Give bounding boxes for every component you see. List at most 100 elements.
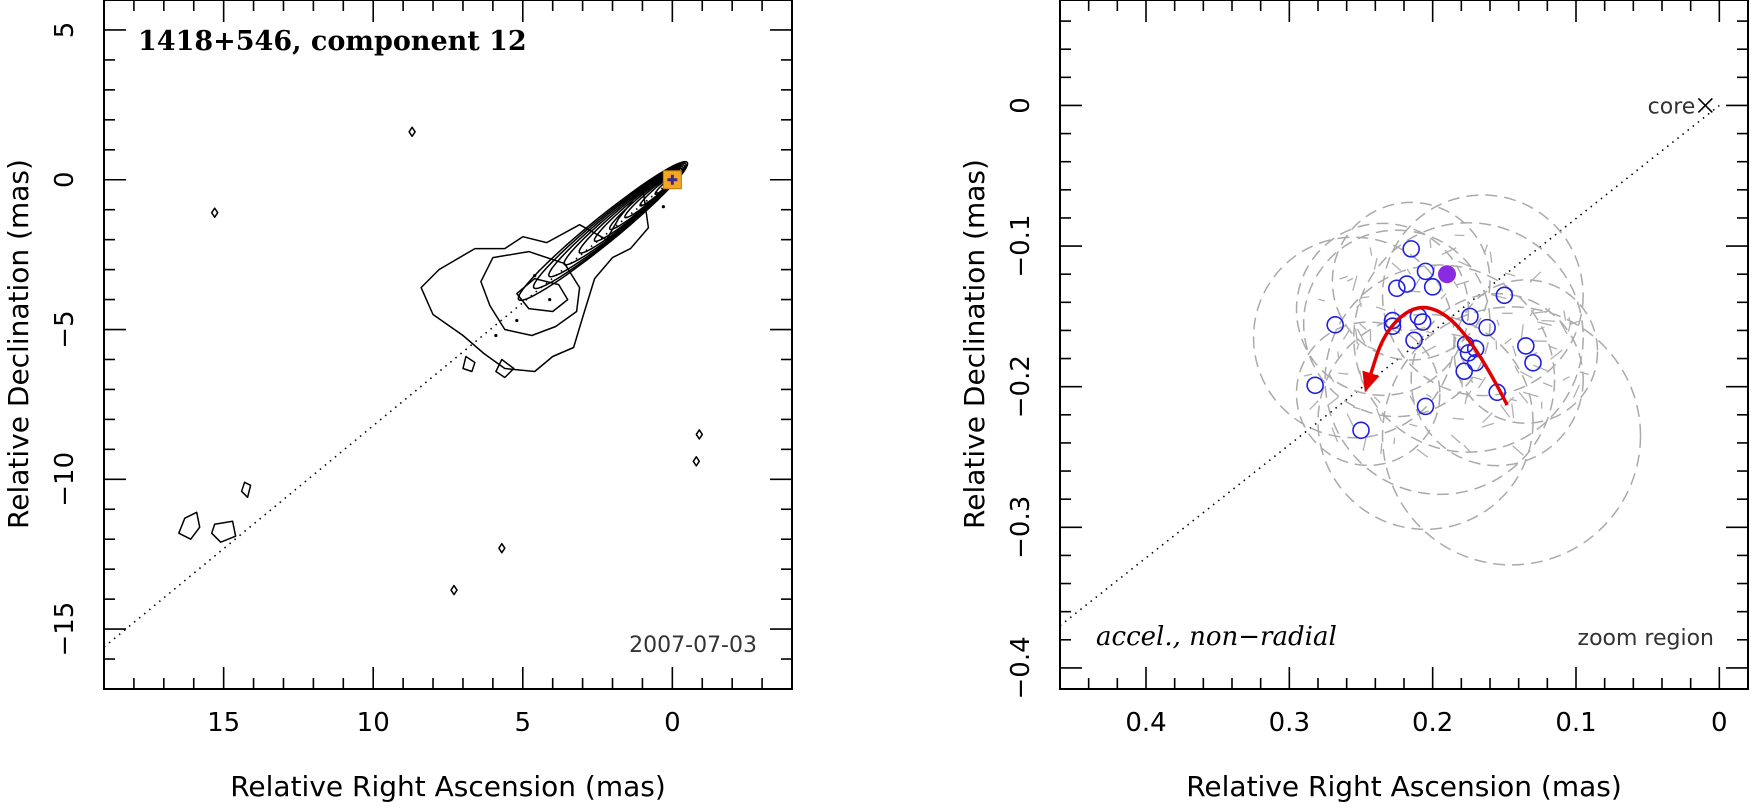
noise-speck-contour <box>695 429 704 440</box>
position-marker <box>1306 376 1324 395</box>
highlight-position-marker <box>1438 265 1456 284</box>
right-y-tick-label: 0 <box>1006 97 1036 114</box>
velocity-vector <box>1529 308 1536 317</box>
noise-blob-contour <box>240 481 252 499</box>
left-y-axis-title: Relative Declination (mas) <box>2 159 35 529</box>
velocity-vector <box>1328 373 1335 383</box>
velocity-vector <box>1429 239 1432 248</box>
uncertainty-ellipse <box>1353 222 1584 453</box>
uncertainty-ellipse <box>1331 201 1491 361</box>
position-marker <box>1478 318 1496 337</box>
left-y-tick-label: 5 <box>50 22 80 39</box>
core-cross-marker <box>1697 97 1713 114</box>
velocity-vector <box>1520 324 1524 340</box>
velocity-vector <box>1579 371 1589 376</box>
position-marker <box>1524 353 1542 372</box>
left-x-tick-label: 10 <box>357 708 390 738</box>
velocity-vector <box>1352 406 1361 410</box>
velocity-vector <box>1541 319 1556 322</box>
position-marker <box>1405 331 1423 350</box>
velocity-vector <box>1328 396 1340 406</box>
velocity-vector <box>1511 403 1515 419</box>
velocity-vector <box>1489 251 1493 263</box>
component-position-dot <box>515 318 519 323</box>
velocity-vector <box>1460 357 1467 367</box>
right-panel-y-tick-labels: 0 −0.1 −0.2 −0.3 −0.4 <box>1006 97 1036 699</box>
right-y-tick-label: −0.1 <box>1006 215 1036 278</box>
source-title: 1418+546, component 12 <box>138 26 527 57</box>
noise-blob-contour <box>210 520 237 543</box>
left-panel-frame <box>103 0 793 690</box>
velocity-vector <box>1562 376 1570 381</box>
noise-speck-contour <box>498 542 506 554</box>
component-positions <box>494 205 665 338</box>
velocity-vector <box>1356 328 1366 344</box>
trajectory-curve <box>1365 305 1509 406</box>
position-marker <box>1423 278 1442 296</box>
velocity-vector <box>1391 262 1403 273</box>
right-x-tick-label: 0 <box>1711 708 1728 738</box>
velocity-vector <box>1425 393 1432 398</box>
right-y-axis-title: Relative Declination (mas) <box>958 159 991 529</box>
uncertainty-ellipse <box>1381 306 1642 566</box>
position-marker <box>1388 279 1406 298</box>
velocity-vector <box>1303 373 1313 377</box>
velocity-vector <box>1373 257 1378 270</box>
right-y-tick-label: −0.4 <box>1006 636 1036 699</box>
component-position-markers <box>1306 240 1542 440</box>
left-y-tick-label: −15 <box>50 602 80 657</box>
noise-speck-contour <box>408 126 416 138</box>
velocity-vector <box>1393 437 1396 445</box>
contour-map <box>178 126 704 596</box>
left-panel: 15 10 5 0 5 0 −5 −10 −15 1418+546, component 12… <box>2 0 793 803</box>
velocity-vector <box>1352 275 1358 291</box>
uncertainty-ellipse <box>1302 229 1491 418</box>
jet-knot-contour <box>462 355 476 373</box>
velocity-vector <box>1425 330 1433 334</box>
position-marker <box>1383 317 1402 336</box>
epoch-date: 2007-07-03 <box>629 633 757 658</box>
velocity-vector <box>1331 427 1339 443</box>
left-jet-axis-line <box>104 179 673 648</box>
velocity-vector <box>1514 365 1520 374</box>
noise-speck-contour <box>692 456 701 467</box>
velocity-vector <box>1529 271 1542 283</box>
velocity-vector <box>1458 260 1471 268</box>
velocity-vector <box>1359 370 1363 382</box>
velocity-vector <box>1533 364 1548 372</box>
right-panel-x-tick-labels: 0.4 0.3 0.2 0.1 0 <box>1125 708 1727 738</box>
velocity-vector <box>1456 280 1469 286</box>
velocity-vector <box>1376 306 1387 311</box>
velocity-vector <box>1338 372 1349 375</box>
velocity-vector <box>1537 326 1545 331</box>
velocity-vector <box>1452 417 1464 420</box>
velocity-vector <box>1346 413 1354 427</box>
velocity-vector <box>1409 423 1418 427</box>
velocity-vector <box>1466 390 1472 398</box>
velocity-vector <box>1416 448 1429 458</box>
velocity-vector <box>1504 272 1516 277</box>
left-y-tick-label: −5 <box>50 310 80 348</box>
component-position-dot <box>548 297 552 302</box>
velocity-vector <box>1361 296 1370 299</box>
velocity-vector <box>1542 382 1553 388</box>
position-marker <box>1517 337 1535 355</box>
velocity-vector <box>1380 442 1383 455</box>
velocity-vector <box>1563 310 1567 321</box>
noise-speck-contour <box>450 584 458 596</box>
velocity-vector <box>1522 391 1539 398</box>
velocity-vector <box>1568 320 1579 326</box>
velocity-vectors <box>1303 234 1589 458</box>
right-x-axis-title: Relative Right Ascension (mas) <box>1186 770 1622 803</box>
position-marker <box>1383 311 1402 330</box>
right-x-tick-label: 0.4 <box>1125 708 1166 738</box>
left-y-tick-label: 0 <box>50 171 80 188</box>
right-panel-frame <box>1059 0 1749 690</box>
position-marker <box>1416 262 1435 281</box>
velocity-vector <box>1440 293 1447 300</box>
velocity-vector <box>1369 247 1373 256</box>
velocity-vector <box>1450 434 1461 444</box>
component-position-dot <box>661 205 665 209</box>
position-marker <box>1402 240 1420 258</box>
